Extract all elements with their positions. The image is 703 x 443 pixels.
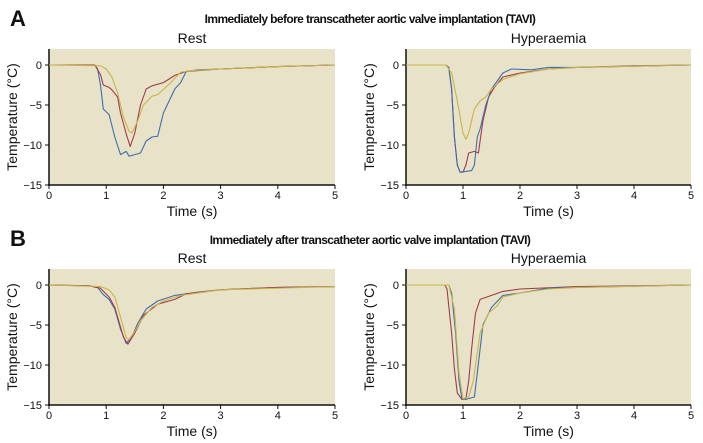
y-axis-label: Temperature (°C)	[4, 283, 20, 391]
plot-area	[49, 49, 335, 185]
panel-a-heading: Immediately before transcatheter aortic …	[205, 12, 536, 26]
plot-area	[49, 269, 335, 405]
chart-a-hyperaemia: Hyperaemia 0 1 2 3 4 5 0 −5 −10 −15 Time (s) Tempera…	[361, 30, 694, 219]
y-tick-label: −10	[380, 360, 399, 372]
chart-a-rest: Rest 0 1 2 3 4 5 0 −5 −10 −15 Time (s) Temperature (…	[4, 30, 338, 219]
series-line-3	[48, 284, 336, 340]
y-tick-label: −5	[386, 100, 399, 112]
y-tick-label: −5	[29, 320, 42, 332]
x-tick-label: 0	[46, 190, 52, 202]
y-tick-label: 0	[36, 280, 42, 292]
x-tick-label: 0	[403, 410, 409, 422]
x-tick-label: 3	[574, 410, 580, 422]
x-tick-label: 5	[332, 190, 338, 202]
x-tick-label: 3	[574, 190, 580, 202]
y-axis-label: Temperature (°C)	[361, 283, 377, 391]
y-tick-label: −5	[29, 100, 42, 112]
y-tick-label: −15	[23, 180, 42, 192]
x-tick-label: 3	[218, 410, 224, 422]
x-tick-label: 1	[103, 410, 109, 422]
y-tick-label: 0	[393, 280, 399, 292]
y-tick-label: 0	[393, 60, 399, 72]
y-tick-label: −10	[23, 360, 42, 372]
chart-title: Hyperaemia	[511, 250, 587, 266]
series-line-3	[48, 64, 336, 134]
chart-b-hyperaemia: Hyperaemia 0 1 2 3 4 5 0 −5 −10 −15 Time (s) Tempera…	[361, 250, 694, 439]
x-tick-label: 4	[631, 190, 637, 202]
panel-letter-b: B	[10, 226, 26, 251]
x-tick-label: 2	[517, 190, 523, 202]
chart-title: Rest	[178, 30, 207, 46]
x-tick-label: 1	[460, 190, 466, 202]
y-axis-label: Temperature (°C)	[361, 63, 377, 171]
x-tick-label: 3	[218, 190, 224, 202]
chart-b-rest: Rest 0 1 2 3 4 5 0 −5 −10 −15 Time (s) Temperature (…	[4, 250, 338, 439]
x-tick-label: 0	[403, 190, 409, 202]
panel-b-heading: Immediately after transcatheter aortic v…	[210, 233, 531, 247]
y-tick-label: −10	[23, 140, 42, 152]
y-tick-label: −5	[386, 320, 399, 332]
chart-title: Hyperaemia	[511, 30, 587, 46]
series-line-3	[406, 64, 692, 140]
x-tick-label: 5	[688, 410, 694, 422]
series-line-3	[406, 284, 692, 400]
y-tick-label: −15	[380, 180, 399, 192]
x-tick-label: 2	[160, 410, 166, 422]
chart-title: Rest	[178, 250, 207, 266]
y-tick-label: −15	[380, 400, 399, 412]
x-tick-label: 1	[103, 190, 109, 202]
x-tick-label: 4	[275, 410, 281, 422]
x-tick-label: 5	[332, 410, 338, 422]
x-tick-label: 1	[460, 410, 466, 422]
y-tick-label: −15	[23, 400, 42, 412]
x-tick-label: 5	[688, 190, 694, 202]
x-axis-label: Time (s)	[167, 203, 218, 219]
y-tick-label: −10	[380, 140, 399, 152]
x-axis-label: Time (s)	[523, 423, 574, 439]
plot-area	[406, 269, 691, 405]
panel-letter-a: A	[10, 6, 26, 31]
series-line-1	[406, 284, 692, 400]
x-axis-label: Time (s)	[167, 423, 218, 439]
x-tick-label: 4	[275, 190, 281, 202]
x-tick-label: 0	[46, 410, 52, 422]
x-tick-label: 2	[160, 190, 166, 202]
x-axis-label: Time (s)	[523, 203, 574, 219]
x-tick-label: 4	[631, 410, 637, 422]
series-line-2	[406, 64, 692, 173]
y-tick-label: 0	[36, 60, 42, 72]
x-tick-label: 2	[517, 410, 523, 422]
y-axis-label: Temperature (°C)	[4, 63, 20, 171]
